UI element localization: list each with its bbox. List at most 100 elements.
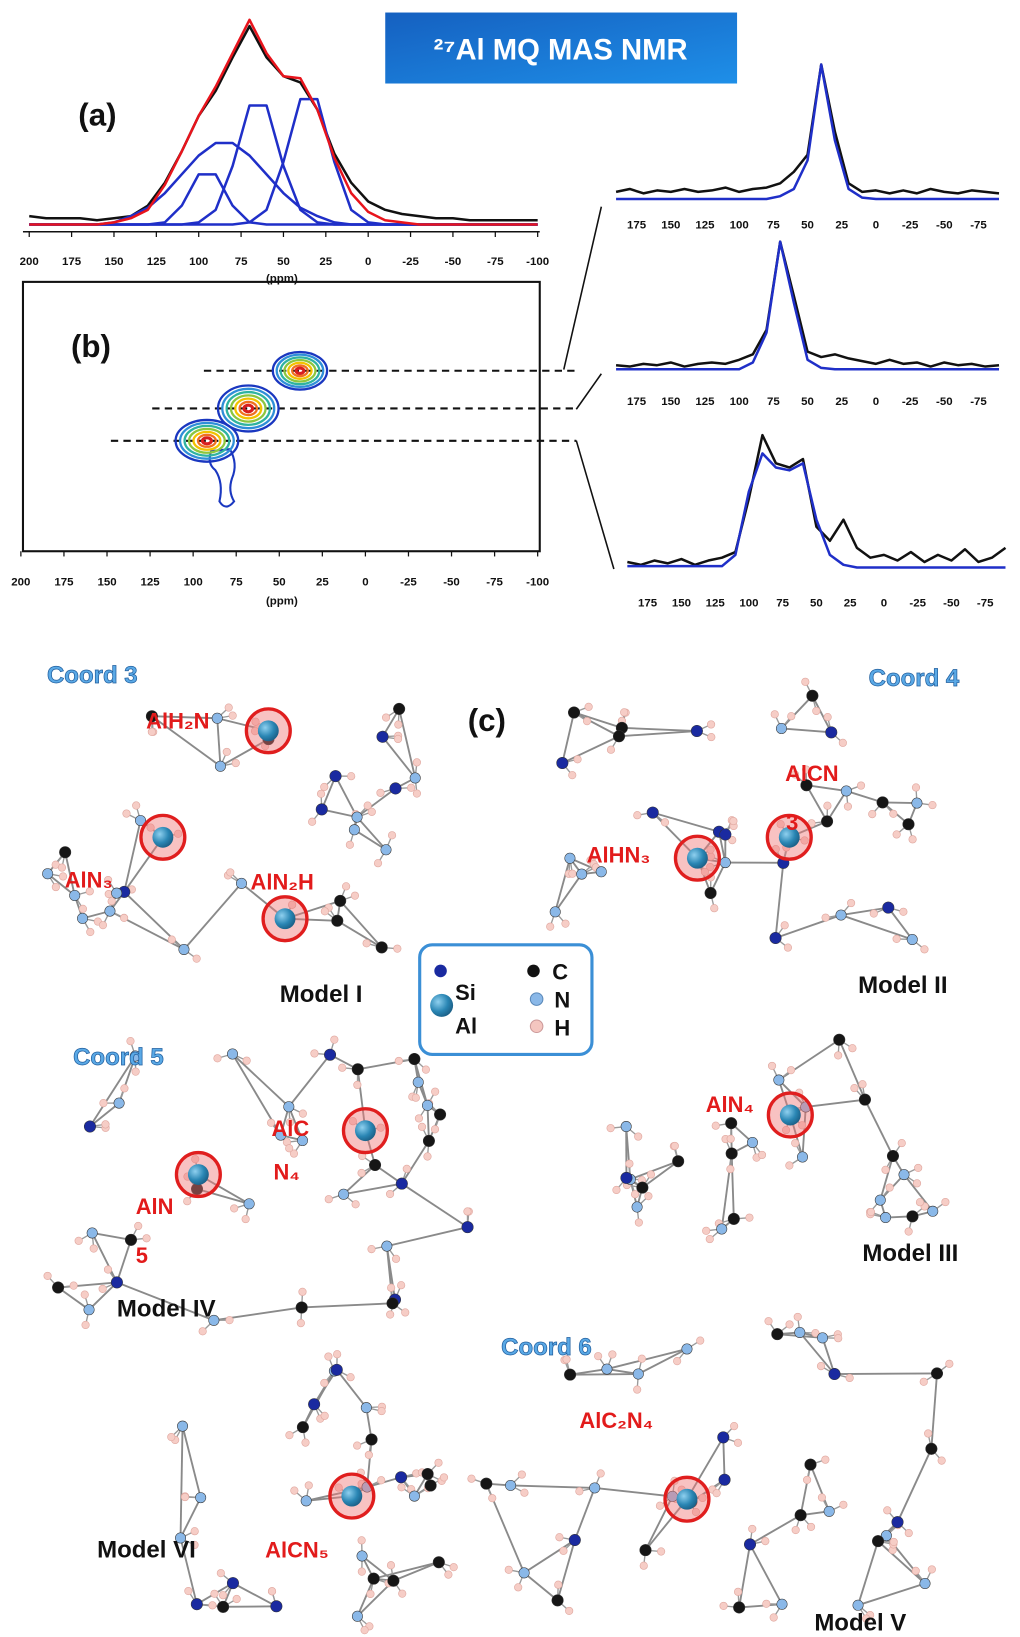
atom-h	[846, 1374, 854, 1382]
atom-h	[762, 1537, 770, 1545]
atom	[589, 1483, 599, 1493]
x-tick-label: 100	[730, 396, 749, 408]
x-tick-label: 150	[672, 598, 691, 610]
bond	[233, 1054, 289, 1107]
atom-h	[521, 1489, 529, 1497]
atom	[227, 1577, 238, 1588]
atom	[613, 731, 624, 742]
atom-h	[223, 748, 231, 756]
atom	[87, 1228, 97, 1238]
atom	[720, 829, 731, 840]
atom-h	[226, 1316, 234, 1324]
legend-symbol	[527, 965, 540, 978]
atom-h	[394, 735, 402, 743]
bond	[92, 1233, 117, 1282]
atom-h	[898, 1139, 906, 1147]
atom-h	[401, 1309, 409, 1317]
legend-symbol	[430, 994, 453, 1017]
atom-h	[771, 711, 779, 719]
atom-h	[291, 1487, 299, 1495]
atom	[331, 1364, 342, 1375]
legend-label: H	[554, 1016, 570, 1041]
atom-h	[916, 1198, 924, 1206]
atom	[875, 1195, 885, 1205]
atom-h	[554, 1581, 562, 1589]
bond	[858, 1583, 925, 1605]
x-tick-label: -75	[486, 577, 503, 589]
atom-h	[607, 1124, 615, 1132]
model-label: Model V	[814, 1610, 906, 1637]
x-tick-label: 150	[661, 396, 680, 408]
atom-h	[620, 709, 628, 717]
x-tick-label: 100	[189, 256, 208, 268]
atom-h	[351, 892, 359, 900]
bond	[858, 1541, 878, 1605]
connector	[576, 374, 601, 409]
atom-h	[787, 712, 795, 720]
atom	[84, 1121, 95, 1132]
atom	[877, 797, 888, 808]
atom-h	[342, 883, 350, 891]
atom-h	[70, 1282, 78, 1290]
atom-h	[565, 1607, 573, 1615]
atom-h	[671, 1142, 679, 1150]
atom-h	[365, 1451, 373, 1459]
site-label: AlN₃	[65, 867, 113, 892]
atom-h	[763, 1600, 771, 1608]
bond	[841, 908, 888, 915]
atom-h	[818, 1494, 826, 1502]
atom-h	[786, 1321, 794, 1329]
atom-h	[647, 1171, 655, 1179]
bond	[841, 915, 912, 939]
atom-h	[730, 817, 738, 825]
atom-h	[358, 1568, 366, 1576]
atom-h	[354, 1081, 362, 1089]
atom-h	[597, 1470, 605, 1478]
x-tick-label: 175	[627, 396, 647, 408]
atom	[59, 847, 70, 858]
x-tick-label: 125	[147, 256, 167, 268]
x-tick-label: 50	[273, 577, 286, 589]
x-tick-label: 0	[365, 256, 371, 268]
atom-al	[275, 908, 296, 929]
bond	[402, 1184, 468, 1227]
atom-h	[884, 1507, 892, 1515]
atom-h	[386, 1190, 394, 1198]
atom	[422, 1468, 433, 1479]
atom	[720, 857, 730, 867]
atom	[396, 1178, 407, 1189]
x-tick-label: -25	[902, 396, 919, 408]
atom-h	[840, 1501, 848, 1509]
atom-h	[822, 1456, 830, 1464]
atom-h	[631, 1190, 639, 1198]
atom	[369, 1159, 380, 1170]
atom-h	[562, 920, 570, 928]
atom-h	[134, 1222, 142, 1230]
atom-h	[305, 1482, 313, 1490]
site-label: AlHN₃	[587, 842, 651, 867]
atom-h	[333, 1350, 341, 1358]
atom	[357, 1551, 367, 1561]
atom-h	[325, 1195, 333, 1203]
atom	[774, 1075, 784, 1085]
atom-h	[946, 1360, 954, 1368]
bond	[619, 731, 697, 736]
legend-label: Si	[455, 980, 476, 1005]
atom-h	[867, 1208, 875, 1216]
atom	[271, 1601, 282, 1612]
atom	[576, 869, 586, 879]
x-tick-label: 125	[706, 598, 726, 610]
atom-h	[488, 1494, 496, 1502]
atom-h	[734, 1588, 742, 1596]
atom-h	[233, 1595, 241, 1603]
atom-h	[398, 1484, 406, 1492]
atom	[42, 869, 52, 879]
atom-h	[99, 921, 107, 929]
atom	[899, 1169, 909, 1179]
atom-h	[181, 1493, 189, 1501]
x-tick-label: 175	[54, 577, 74, 589]
atom-h	[656, 1502, 664, 1510]
bond	[575, 1488, 595, 1540]
atom-h	[87, 928, 95, 936]
atom	[550, 907, 560, 917]
